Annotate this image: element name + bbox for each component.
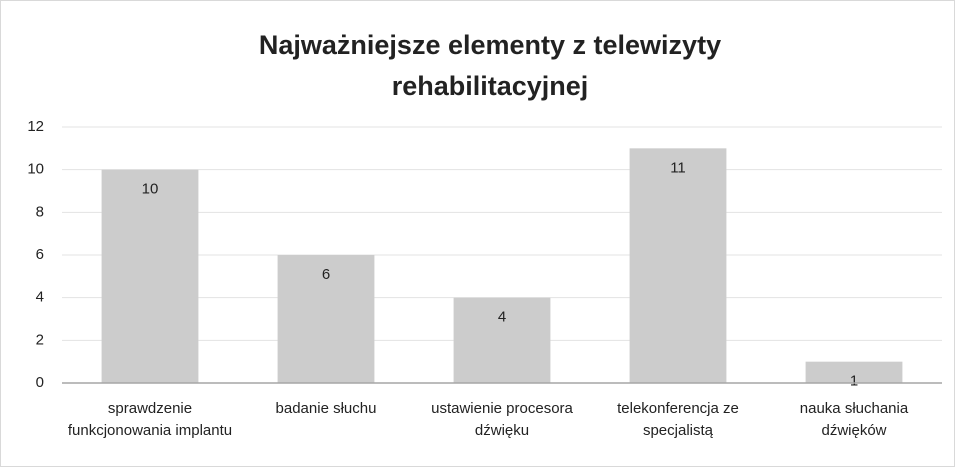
y-tick-label: 6	[36, 246, 44, 263]
y-tick-label: 4	[36, 289, 44, 306]
y-tick-label: 2	[36, 331, 44, 348]
y-tick-label: 10	[27, 161, 44, 178]
x-tick-label: badanie słuchu	[275, 400, 377, 417]
data-label: 1	[850, 373, 858, 390]
bar	[629, 148, 727, 383]
bar	[101, 169, 199, 383]
x-tick-label: ustawienie procesora dźwięku	[431, 400, 573, 439]
y-tick-label: 0	[36, 374, 44, 391]
data-label: 6	[322, 266, 330, 283]
data-label: 11	[670, 159, 686, 176]
chart-title: Najważniejsze elementy z telewizyty	[259, 30, 721, 60]
y-tick-label: 12	[27, 118, 44, 135]
chart-title: rehabilitacyjnej	[392, 71, 589, 101]
data-label: 10	[142, 181, 159, 198]
bar	[277, 255, 375, 383]
x-tick-label: sprawdzenie funkcjonowania implantu	[67, 400, 233, 439]
y-tick-label: 8	[36, 203, 44, 220]
data-label: 4	[498, 309, 506, 326]
bar	[453, 297, 551, 383]
x-tick-label: telekonferencja ze specjalistą	[617, 400, 739, 439]
x-tick-label: nauka słuchania dźwięków	[799, 400, 909, 439]
bar	[805, 361, 903, 383]
